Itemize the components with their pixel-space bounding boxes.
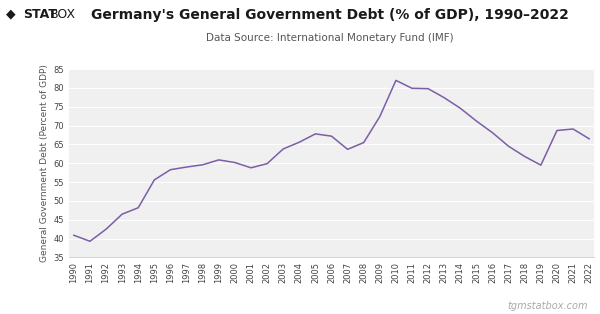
Text: BOX: BOX [50, 8, 76, 21]
Text: STAT: STAT [23, 8, 56, 21]
Y-axis label: General Government Debt (Percent of GDP): General Government Debt (Percent of GDP) [40, 64, 49, 262]
Text: Germany's General Government Debt (% of GDP), 1990–2022: Germany's General Government Debt (% of … [91, 8, 569, 22]
Text: Data Source: International Monetary Fund (IMF): Data Source: International Monetary Fund… [206, 33, 454, 43]
Text: tgmstatbox.com: tgmstatbox.com [508, 301, 588, 311]
Text: ◆: ◆ [6, 8, 16, 21]
